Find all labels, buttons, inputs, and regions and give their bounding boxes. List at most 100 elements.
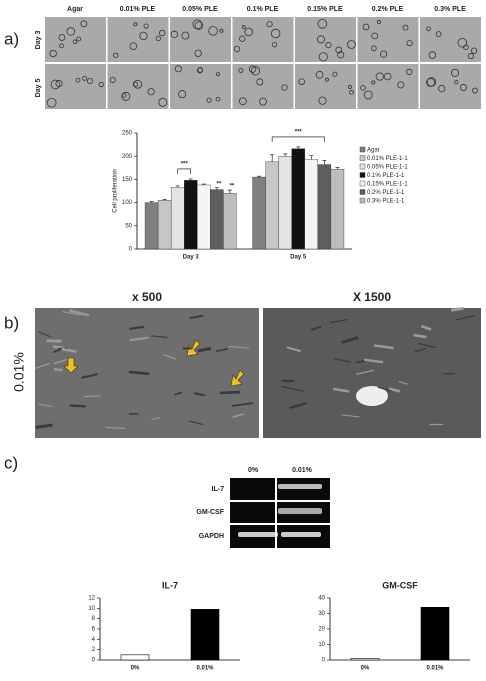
y-tick-label: 0 <box>92 658 96 664</box>
image-title: x 500 <box>132 290 162 304</box>
cell <box>46 97 57 108</box>
cell <box>251 66 261 76</box>
bar <box>350 658 380 661</box>
cell <box>194 49 202 57</box>
cell <box>406 68 413 75</box>
cell <box>375 72 384 81</box>
cell <box>109 77 116 83</box>
chart-title: IL-7 <box>162 580 178 590</box>
texture <box>281 385 304 392</box>
texture <box>231 402 254 407</box>
cell <box>216 72 221 77</box>
bar <box>157 200 172 250</box>
column-label: 0.15% PLE <box>307 6 343 13</box>
texture <box>289 401 308 410</box>
cell <box>270 28 281 39</box>
gel-column: 0.01% <box>292 467 313 474</box>
cell <box>174 65 182 73</box>
annotation: *** <box>181 162 189 168</box>
cell <box>467 53 475 60</box>
y-tick-label: 2 <box>92 647 96 653</box>
y-tick-label: 20 <box>318 627 325 633</box>
bar <box>278 155 292 250</box>
y-tick-label: 150 <box>122 177 133 183</box>
texture <box>163 353 177 360</box>
cell <box>55 79 63 88</box>
texture <box>413 347 427 353</box>
cell <box>459 84 467 91</box>
bar <box>170 187 185 250</box>
cell <box>170 30 179 38</box>
column-label: 0.2% PLE <box>372 6 404 13</box>
texture <box>61 347 77 353</box>
cell <box>158 29 166 37</box>
cell <box>363 90 373 100</box>
cell <box>435 31 442 37</box>
cell <box>215 96 221 102</box>
y-tick-label: 12 <box>88 596 95 602</box>
cell <box>239 35 246 42</box>
texture <box>333 357 351 363</box>
bar <box>330 168 345 250</box>
legend-swatch <box>359 197 366 204</box>
texture <box>53 368 63 372</box>
texture <box>189 314 204 319</box>
cell <box>196 67 203 74</box>
micrograph <box>232 64 294 109</box>
texture <box>377 386 392 392</box>
cell <box>121 91 131 101</box>
cell <box>155 35 161 42</box>
gel-row: GM-CSF <box>196 509 224 516</box>
cell <box>143 23 149 29</box>
cell <box>347 85 352 90</box>
row-label: Day 5 <box>35 79 42 98</box>
texture <box>105 426 126 429</box>
cell <box>241 25 246 29</box>
cell <box>233 45 241 53</box>
legend-label: 0.15% PLE-1-1 <box>367 182 408 188</box>
row-label: 0.01% <box>11 352 27 392</box>
arrow <box>63 357 79 374</box>
texture <box>129 336 149 342</box>
texture <box>69 404 86 408</box>
texture <box>216 347 228 353</box>
legend-label: 0.05% PLE-1-1 <box>367 165 408 171</box>
gel-row: IL-7 <box>212 486 225 493</box>
texture <box>129 325 145 330</box>
legend-label: Agar <box>367 148 380 154</box>
bracket <box>271 136 325 142</box>
texture <box>83 395 101 398</box>
texture <box>81 373 99 379</box>
bar <box>190 609 220 661</box>
arrow <box>230 369 245 387</box>
bar <box>252 176 266 250</box>
cell <box>438 84 446 93</box>
bar <box>197 184 211 250</box>
cell <box>133 79 143 89</box>
cell <box>318 52 328 62</box>
bar <box>184 180 198 250</box>
cell <box>66 27 76 36</box>
texture <box>173 391 183 396</box>
y-tick-label: 8 <box>92 616 96 622</box>
cell <box>178 90 187 99</box>
micrograph <box>295 64 356 109</box>
cell <box>451 68 460 77</box>
legend-swatch <box>359 146 366 153</box>
texture <box>413 333 427 339</box>
y-tick-label: 10 <box>318 642 325 648</box>
x-tick-label: Day 3 <box>183 255 200 261</box>
cell <box>318 96 327 105</box>
gel-band <box>238 532 278 537</box>
cell <box>271 41 278 48</box>
bar <box>265 161 279 250</box>
cell <box>298 78 306 85</box>
cell <box>49 49 57 58</box>
micrograph <box>107 64 169 109</box>
texture <box>228 345 250 349</box>
texture <box>374 344 394 350</box>
y-tick-label: 50 <box>125 223 132 229</box>
texture <box>193 392 206 397</box>
cell <box>238 97 247 106</box>
texture <box>151 417 160 421</box>
